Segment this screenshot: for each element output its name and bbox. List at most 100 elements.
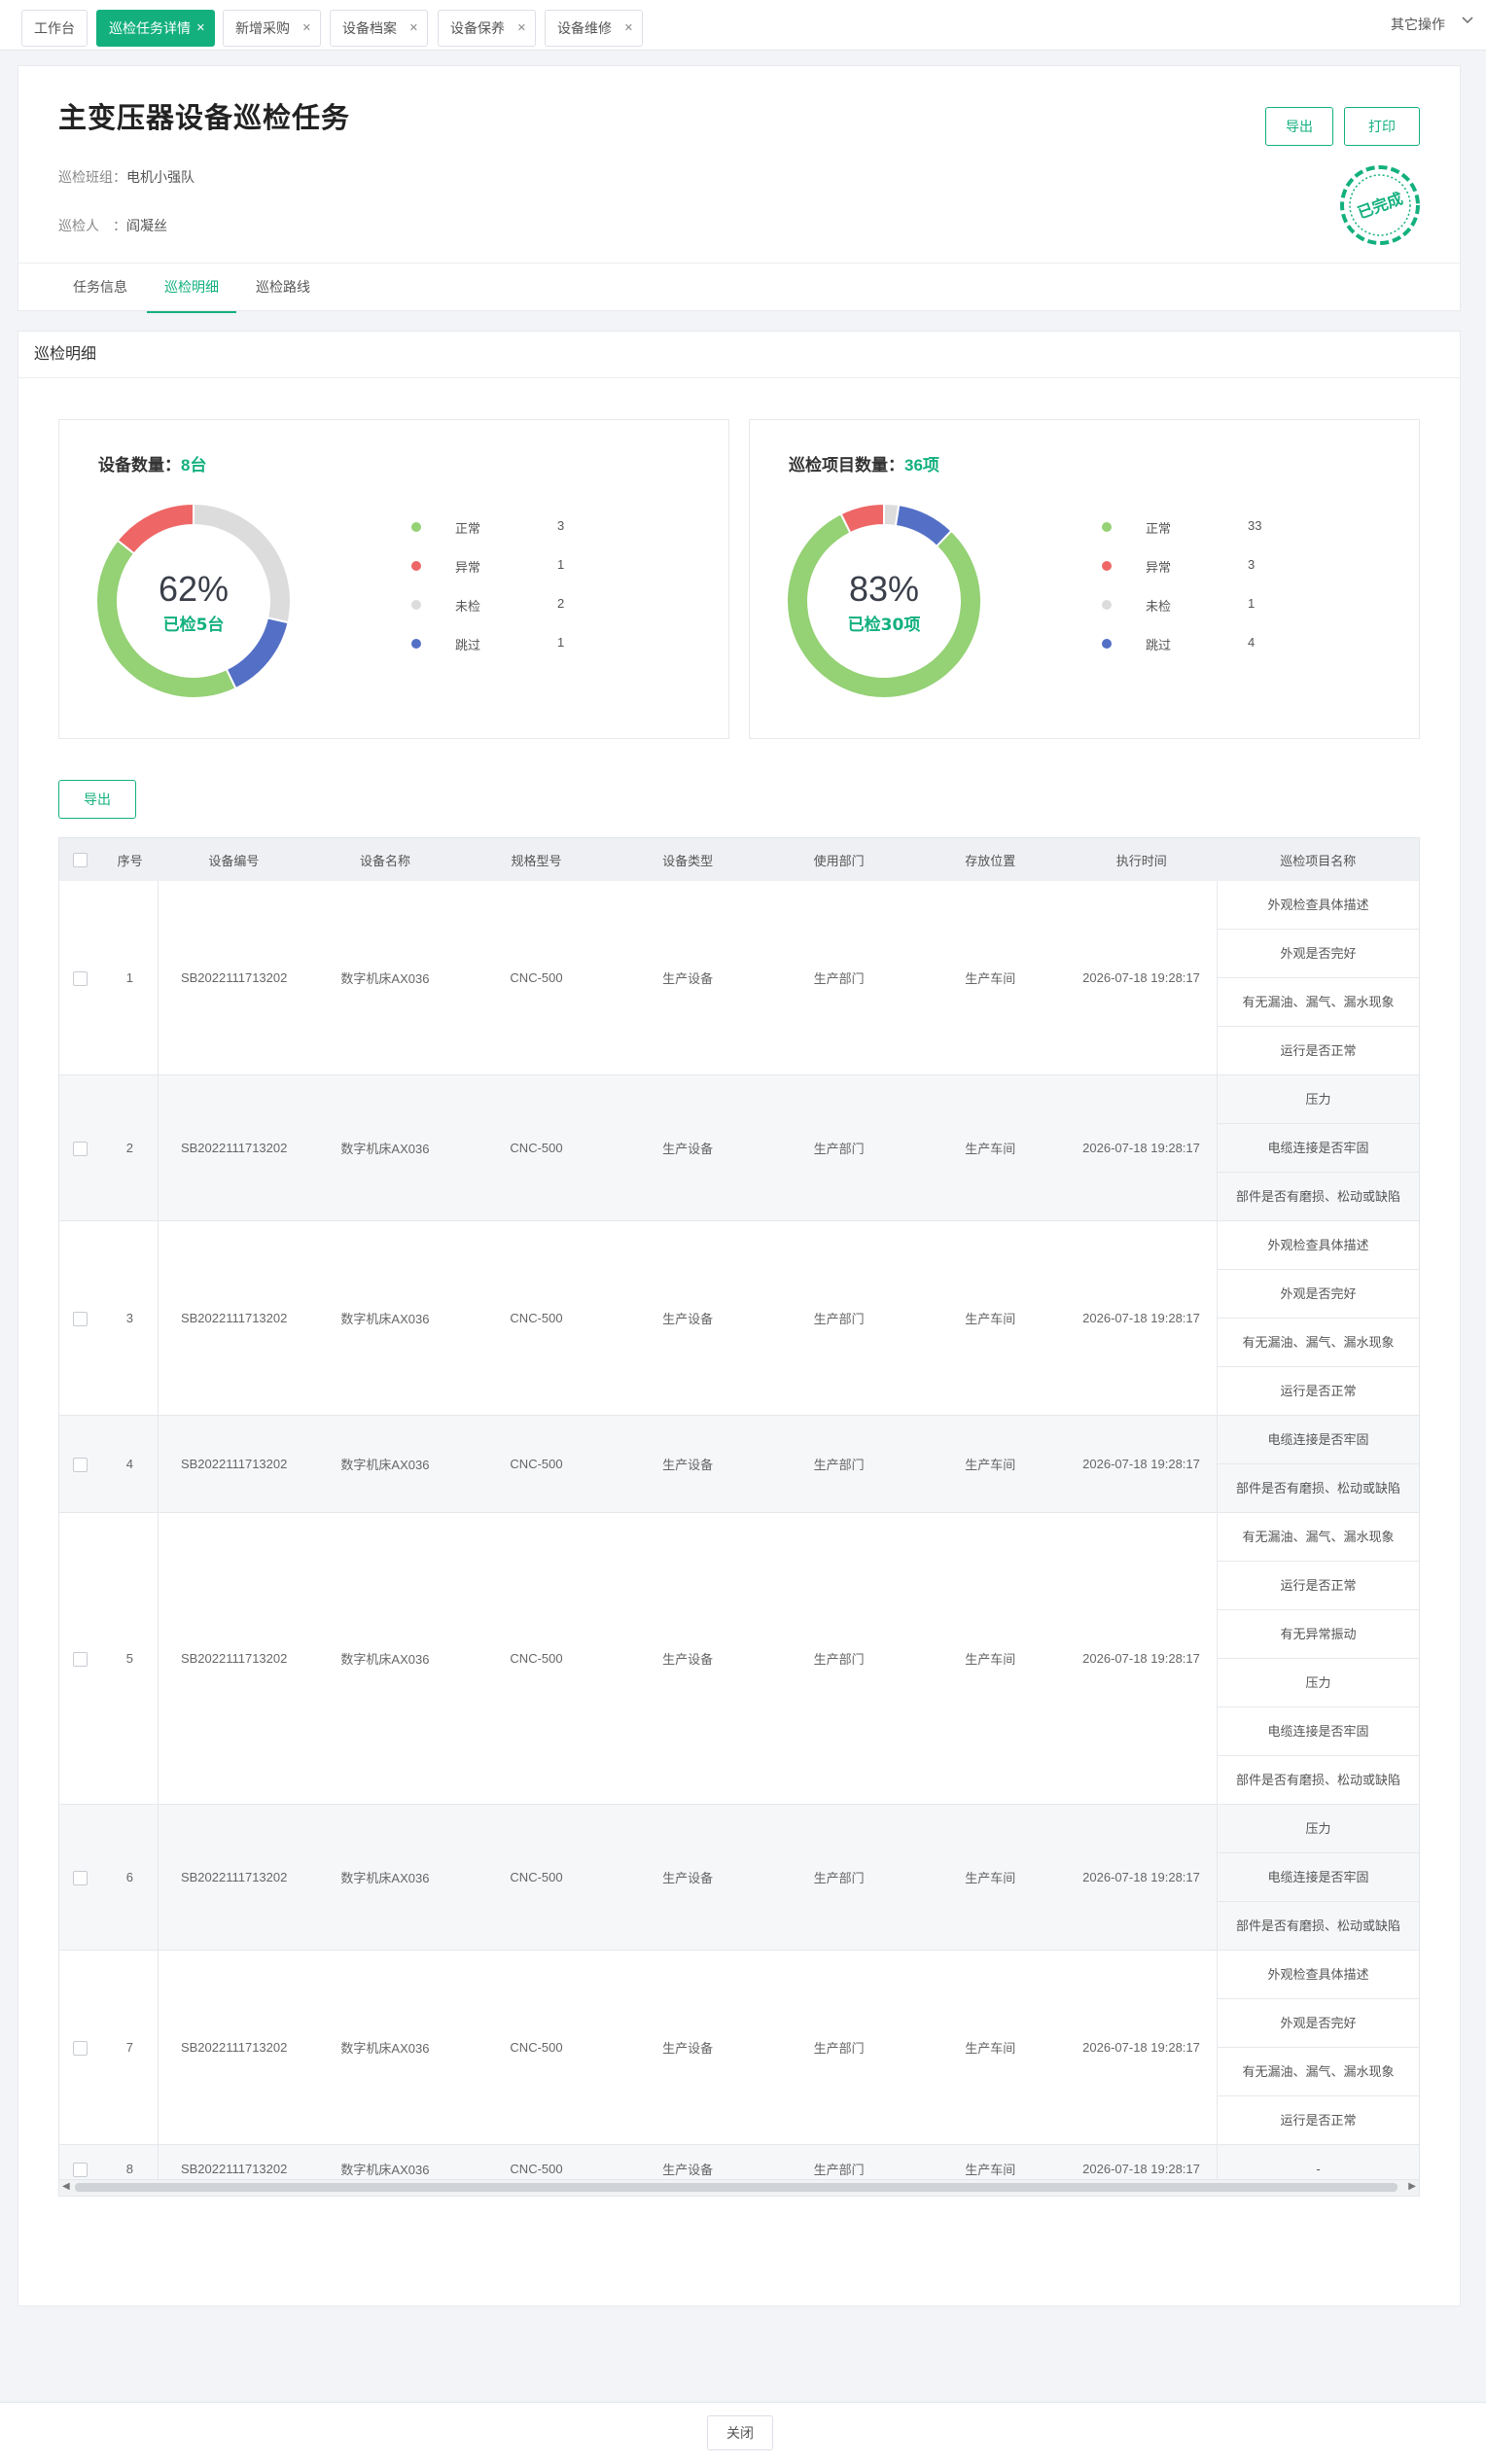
col-header: 设备名称 xyxy=(309,838,461,881)
row-checkbox-cell[interactable] xyxy=(59,1512,102,1805)
horizontal-scrollbar[interactable]: ◀ ▶ xyxy=(59,2179,1419,2196)
checkbox[interactable] xyxy=(73,2162,88,2177)
row-checkbox-cell[interactable] xyxy=(59,1415,102,1513)
legend-count: 1 xyxy=(557,557,565,572)
row-checkbox-cell[interactable] xyxy=(59,1804,102,1951)
cell-code: SB2022111713202 xyxy=(158,1950,310,2145)
donut-chart: 62% 已检5台 xyxy=(95,503,292,699)
subtab-label: 巡检明细 xyxy=(164,279,219,295)
legend-dot xyxy=(1102,639,1112,649)
cell-name: 数字机床AX036 xyxy=(309,1804,461,1951)
row-checkbox-cell[interactable] xyxy=(59,881,102,1075)
inspection-item: 运行是否正常 xyxy=(1280,1384,1357,1398)
cell-name: 数字机床AX036 xyxy=(309,1415,461,1513)
close-icon[interactable]: ✕ xyxy=(195,22,205,34)
checkbox[interactable] xyxy=(73,1141,88,1156)
cell-seq: 2 xyxy=(101,1074,159,1221)
col-header: 规格型号 xyxy=(460,838,613,881)
tab-label: 设备保养 xyxy=(450,20,505,36)
table-export-button[interactable]: 导出 xyxy=(58,780,136,819)
export-button[interactable]: 导出 xyxy=(1265,107,1333,146)
task-header-card: 主变压器设备巡检任务 巡检班组：电机小强队 巡检人 ：阎凝丝 导出 打印 已完成… xyxy=(18,65,1461,313)
cell-location: 生产车间 xyxy=(914,1804,1066,1951)
subtab-label: 任务信息 xyxy=(73,279,127,295)
close-button-label: 关闭 xyxy=(726,2425,754,2441)
checkbox[interactable] xyxy=(73,853,88,868)
cell-location: 生产车间 xyxy=(914,881,1066,1075)
tab-inspection-detail[interactable]: 巡检任务详情 ✕ xyxy=(96,10,215,47)
cell-time: 2026-07-18 19:28:17 xyxy=(1065,1415,1218,1513)
export-button-label: 导出 xyxy=(84,792,111,807)
scrollbar-thumb[interactable] xyxy=(75,2183,1398,2192)
team-info: 巡检班组：电机小强队 xyxy=(58,167,195,187)
donut-slice-异常 xyxy=(116,503,195,555)
scroll-left-icon[interactable]: ◀ xyxy=(62,2181,70,2192)
inspection-item: 电缆连接是否牢固 xyxy=(1218,1124,1419,1173)
row-checkbox-cell[interactable] xyxy=(59,1950,102,2145)
checkbox[interactable] xyxy=(73,1311,88,1326)
scroll-right-icon[interactable]: ▶ xyxy=(1408,2181,1416,2192)
legend-label: 正常 xyxy=(1146,521,1172,536)
close-icon[interactable]: ✕ xyxy=(408,22,418,34)
legend-dot xyxy=(411,639,421,649)
donut-percent: 62% xyxy=(159,569,229,609)
cell-items: 外观检查具体描述 外观是否完好 有无漏油、漏气、漏水现象 运行是否正常 xyxy=(1217,881,1419,1075)
checkbox[interactable] xyxy=(73,2040,88,2056)
cell-seq: 6 xyxy=(101,1804,159,1951)
team-label: 巡检班组： xyxy=(58,169,126,185)
checkbox[interactable] xyxy=(73,1457,88,1472)
cell-seq: 4 xyxy=(101,1415,159,1513)
close-icon[interactable]: ✕ xyxy=(301,22,311,34)
donut-slice-跳过 xyxy=(225,616,290,690)
inspection-item: 运行是否正常 xyxy=(1280,2113,1357,2128)
inspection-item: 压力 xyxy=(1218,1075,1419,1124)
checkbox[interactable] xyxy=(73,1651,88,1667)
section-title: 巡检明细 xyxy=(18,332,1460,378)
checkbox[interactable] xyxy=(73,1870,88,1885)
inspection-item: 有无漏油、漏气、漏水现象 xyxy=(1218,2048,1419,2096)
row-checkbox-cell[interactable] xyxy=(59,1074,102,1221)
donut-checked: 已检30项 xyxy=(848,615,921,635)
legend-count: 1 xyxy=(1248,596,1256,611)
tab-inspection-detail-sub[interactable]: 巡检明细 xyxy=(147,264,236,313)
print-button[interactable]: 打印 xyxy=(1344,107,1420,146)
cell-dept: 生产部门 xyxy=(762,1220,915,1416)
tab-new-purchase[interactable]: 新增采购 ✕ xyxy=(223,10,321,47)
inspection-item: 外观检查具体描述 xyxy=(1218,1221,1419,1270)
stat-title-value: 36项 xyxy=(904,456,939,475)
donut-chart: 83% 已检30项 xyxy=(786,503,982,699)
tab-equipment-maintenance[interactable]: 设备保养 ✕ xyxy=(438,10,536,47)
inspection-item: 部件是否有磨损、松动或缺陷 xyxy=(1236,1189,1401,1204)
other-ops-dropdown[interactable]: 其它操作 xyxy=(1391,15,1473,34)
legend-count: 3 xyxy=(1248,557,1256,572)
cell-code: SB2022111713202 xyxy=(158,1512,310,1805)
cell-location: 生产车间 xyxy=(914,1415,1066,1513)
cell-items: 有无漏油、漏气、漏水现象 运行是否正常 有无异常振动 压力 电缆连接是否牢固 部件是否有磨… xyxy=(1217,1512,1419,1805)
inspection-item-stats: 巡检项目数量：36项 83% 已检30项 正常 33 异常 3 未检 1 跳过 4 xyxy=(749,419,1420,739)
tab-task-info[interactable]: 任务信息 xyxy=(63,264,137,311)
close-button[interactable]: 关闭 xyxy=(707,2415,773,2450)
legend-label: 异常 xyxy=(1146,560,1172,575)
legend-label: 跳过 xyxy=(1146,638,1172,652)
checkbox[interactable] xyxy=(73,970,88,986)
cell-type: 生产设备 xyxy=(612,1220,763,1416)
tab-equipment-archive[interactable]: 设备档案 ✕ xyxy=(330,10,428,47)
cell-code: SB2022111713202 xyxy=(158,1220,310,1416)
close-icon[interactable]: ✕ xyxy=(516,22,526,34)
cell-name: 数字机床AX036 xyxy=(309,1512,461,1805)
col-header: 序号 xyxy=(101,838,159,881)
select-all-checkbox[interactable] xyxy=(59,838,102,881)
cell-dept: 生产部门 xyxy=(762,1415,915,1513)
tab-equipment-repair[interactable]: 设备维修 ✕ xyxy=(545,10,643,47)
equipment-stats: 设备数量：8台 62% 已检5台 正常 3 异常 1 未检 2 跳过 1 xyxy=(58,419,729,739)
tab-inspection-route[interactable]: 巡检路线 xyxy=(246,264,320,311)
close-icon[interactable]: ✕ xyxy=(623,22,633,34)
row-checkbox-cell[interactable] xyxy=(59,1220,102,1416)
inspection-detail-card: 巡检明细 设备数量：8台 62% 已检5台 正常 3 异常 1 未检 2 跳过 1 巡检… xyxy=(18,331,1461,2306)
tab-workbench[interactable]: 工作台 xyxy=(21,10,88,47)
legend-label: 未检 xyxy=(455,599,481,614)
cell-time: 2026-07-18 19:28:17 xyxy=(1065,1074,1218,1221)
cell-code: SB2022111713202 xyxy=(158,1415,310,1513)
cell-seq: 1 xyxy=(101,881,159,1075)
inspection-item: 电缆连接是否牢固 xyxy=(1218,1853,1419,1902)
